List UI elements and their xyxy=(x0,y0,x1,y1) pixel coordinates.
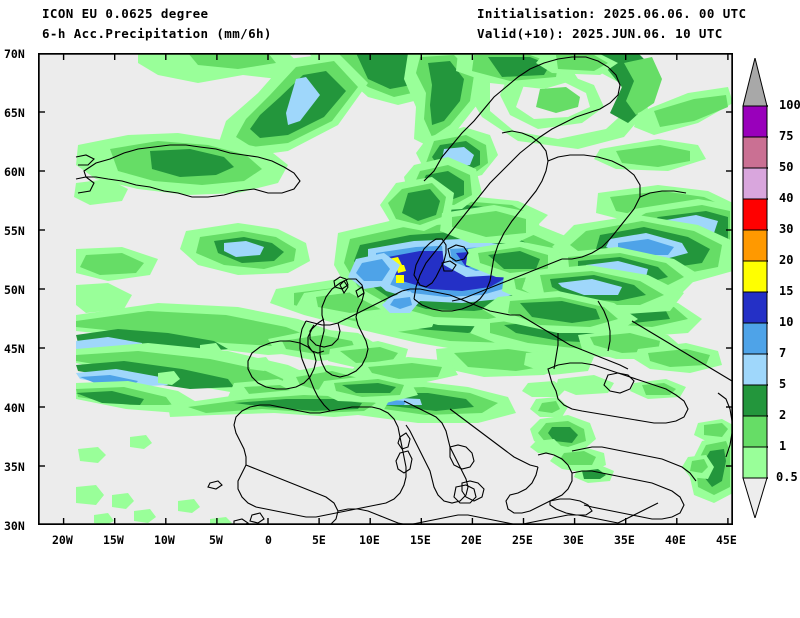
y-tick-label-40n: 40N xyxy=(4,401,25,415)
colorbar-over-arrow xyxy=(742,58,768,107)
precip-region-norway-coast xyxy=(380,53,618,231)
header-initialisation: Initialisation: 2025.06.06. 00 UTC xyxy=(477,6,747,21)
colorbar-label-100: 100 xyxy=(779,98,800,112)
x-tick-label-40e: 40E xyxy=(665,533,686,547)
axis-ticks xyxy=(38,53,733,525)
x-tick-label-20e: 20E xyxy=(461,533,482,547)
x-tick-label-5w: 5W xyxy=(209,533,223,547)
colorbar-label-50: 50 xyxy=(779,160,794,174)
colorbar-band-1-2 xyxy=(742,415,768,448)
x-tick-label-10w: 10W xyxy=(154,533,175,547)
precipitation-map xyxy=(38,53,733,525)
colorbar-label-1: 1 xyxy=(779,439,787,453)
colorbar-label-40: 40 xyxy=(779,191,794,205)
colorbar-under-arrow xyxy=(742,477,768,518)
y-tick-label-70n: 70N xyxy=(4,47,25,61)
precipitation-field xyxy=(74,53,733,525)
colorbar-label-75: 75 xyxy=(779,129,794,143)
y-tick-label-30n: 30N xyxy=(4,519,25,533)
colorbar-label-15: 15 xyxy=(779,284,794,298)
precip-region-sw-atlantic-scattered xyxy=(76,343,272,525)
colorbar-band-15-20 xyxy=(742,260,768,293)
x-tick-label-10e: 10E xyxy=(359,533,380,547)
precip-region-iceland xyxy=(74,133,310,275)
x-tick-label-15e: 15E xyxy=(410,533,431,547)
colorbar-bands xyxy=(742,105,768,479)
precip-region-belarus-russia-band xyxy=(482,185,733,333)
colorbar-band-10-15 xyxy=(742,291,768,324)
y-tick-label-45n: 45N xyxy=(4,342,25,356)
colorbar[interactable] xyxy=(742,58,768,518)
colorbar-band-40-50 xyxy=(742,167,768,200)
x-tick-label-15w: 15W xyxy=(103,533,124,547)
header-field-name: 6-h Acc.Precipitation (mm/6h) xyxy=(42,26,272,41)
header-model-name: ICON EU 0.0625 degree xyxy=(42,6,209,21)
y-tick-label-60n: 60N xyxy=(4,165,25,179)
colorbar-band-05-1 xyxy=(742,446,768,479)
x-tick-label-30e: 30E xyxy=(563,533,584,547)
x-tick-label-0: 0 xyxy=(265,533,272,547)
colorbar-band-75-100 xyxy=(742,105,768,138)
y-tick-label-50n: 50N xyxy=(4,283,25,297)
colorbar-band-5-7 xyxy=(742,353,768,386)
colorbar-band-50-75 xyxy=(742,136,768,169)
colorbar-label-7: 7 xyxy=(779,346,787,360)
y-tick-label-35n: 35N xyxy=(4,460,25,474)
x-tick-label-5e: 5E xyxy=(312,533,326,547)
x-tick-label-35e: 35E xyxy=(614,533,635,547)
x-tick-label-20w: 20W xyxy=(52,533,73,547)
coastlines xyxy=(75,56,733,525)
colorbar-label-2: 2 xyxy=(779,408,787,422)
x-tick-label-45e: 45E xyxy=(716,533,737,547)
x-tick-label-25e: 25E xyxy=(512,533,533,547)
colorbar-label-20: 20 xyxy=(779,253,794,267)
colorbar-band-7-10 xyxy=(742,322,768,355)
precip-region-caucasus xyxy=(682,419,733,503)
colorbar-band-30-40 xyxy=(742,198,768,231)
colorbar-label-05: 0.5 xyxy=(776,470,798,484)
y-tick-label-55n: 55N xyxy=(4,224,25,238)
colorbar-label-30: 30 xyxy=(779,222,794,236)
colorbar-band-2-5 xyxy=(742,384,768,417)
header-valid-time: Valid(+10): 2025.JUN.06. 10 UTC xyxy=(477,26,723,41)
colorbar-band-20-30 xyxy=(742,229,768,262)
colorbar-label-5: 5 xyxy=(779,377,787,391)
colorbar-label-10: 10 xyxy=(779,315,794,329)
precip-region-greece-aegean xyxy=(530,397,614,483)
y-tick-label-65n: 65N xyxy=(4,106,25,120)
